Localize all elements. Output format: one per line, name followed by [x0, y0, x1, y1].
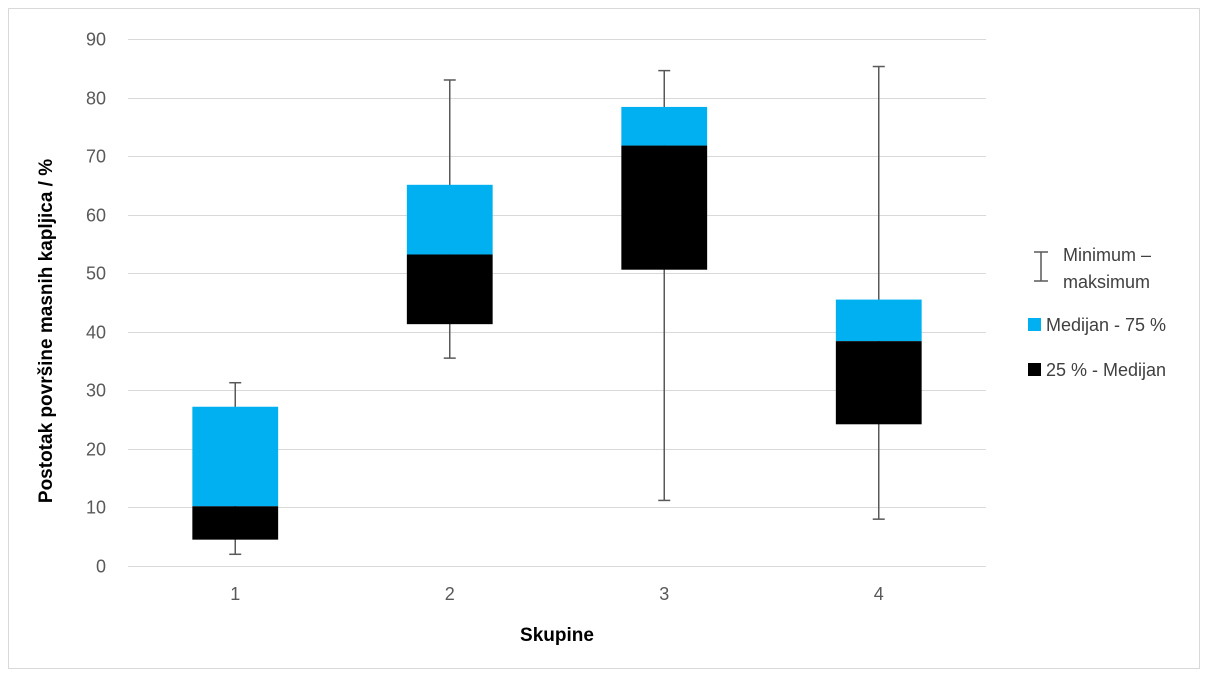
y-tick-label: 90: [86, 30, 106, 50]
box-lower-q1-median: [192, 506, 279, 540]
legend-label-median-75: Medijan - 75 %: [1046, 315, 1166, 335]
x-tick-label: 2: [445, 584, 455, 604]
legend-swatch-25-median: [1028, 363, 1041, 376]
y-tick-label: 60: [86, 206, 106, 226]
boxes: [192, 65, 922, 556]
box-upper-median-q3: [192, 406, 279, 507]
box-group-2: [406, 79, 493, 359]
y-tick-label: 20: [86, 440, 106, 460]
legend-label-min-max-line2: maksimum: [1063, 272, 1150, 292]
box-group-4: [835, 65, 922, 520]
legend: Minimum – maksimum Medijan - 75 % 25 % -…: [1028, 245, 1166, 380]
y-axis-ticks: 0 10 20 30 40 50 60 70 80 90: [86, 30, 106, 577]
x-tick-label: 4: [874, 584, 884, 604]
whisker-legend-icon: [1034, 251, 1048, 282]
y-tick-label: 0: [96, 557, 106, 577]
y-axis-title: Postotak površine masnih kapljica / %: [36, 159, 57, 503]
legend-label-min-max-line1: Minimum –: [1063, 245, 1151, 265]
legend-swatch-median-75: [1028, 318, 1041, 331]
y-tick-label: 80: [86, 89, 106, 109]
legend-label-25-median: 25 % - Medijan: [1046, 360, 1166, 380]
y-tick-label: 70: [86, 147, 106, 167]
y-tick-label: 50: [86, 264, 106, 284]
box-upper-median-q3: [621, 106, 708, 146]
legend-item-min-max: Minimum – maksimum: [1034, 245, 1151, 292]
x-tick-label: 1: [230, 584, 240, 604]
box-group-1: [192, 381, 279, 556]
box-lower-q1-median: [621, 145, 708, 270]
x-axis-ticks: 1 2 3 4: [230, 584, 884, 604]
x-axis-title: Skupine: [520, 625, 594, 646]
box-group-3: [621, 69, 708, 502]
legend-item-25-median: 25 % - Medijan: [1028, 360, 1166, 380]
y-tick-label: 30: [86, 381, 106, 401]
legend-item-median-75: Medijan - 75 %: [1028, 315, 1166, 335]
chart-frame: [8, 8, 1200, 669]
y-tick-label: 10: [86, 498, 106, 518]
box-lower-q1-median: [835, 341, 922, 425]
y-tick-label: 40: [86, 323, 106, 343]
x-tick-label: 3: [659, 584, 669, 604]
box-upper-median-q3: [406, 184, 493, 255]
box-lower-q1-median: [406, 254, 493, 325]
box-upper-median-q3: [835, 299, 922, 342]
